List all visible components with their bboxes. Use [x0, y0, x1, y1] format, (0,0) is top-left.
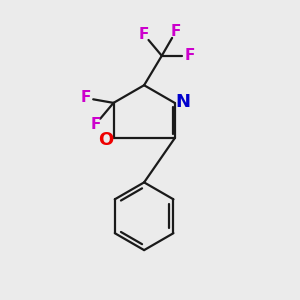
Text: F: F — [138, 27, 149, 42]
Text: F: F — [90, 117, 100, 132]
Text: F: F — [80, 91, 91, 106]
Text: F: F — [171, 24, 181, 39]
Text: N: N — [176, 93, 190, 111]
Text: F: F — [185, 48, 195, 63]
Text: O: O — [98, 131, 113, 149]
